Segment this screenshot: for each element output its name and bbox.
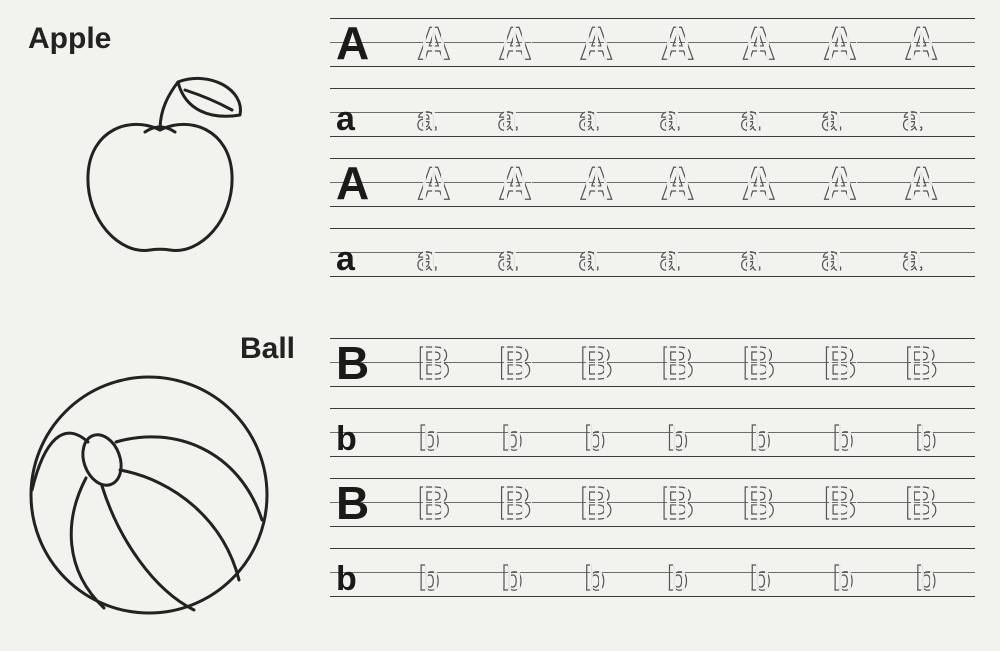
tracing-rows-ball: BBBBBBBBbbbbbbbbBBBBBBBBbbbbbbbb: [330, 332, 975, 612]
trace-letter: A: [905, 160, 938, 206]
trace-letter: a: [660, 102, 679, 136]
model-letter: b: [336, 562, 357, 596]
trace-letter: b: [584, 562, 605, 596]
trace-letter: A: [498, 20, 531, 66]
trace-letter: A: [905, 20, 938, 66]
worksheet-page: Apple AAAAAAAAaaaaaaaaAAAAAAAAaaaaaaaa B…: [0, 0, 1000, 651]
model-letter: B: [336, 480, 369, 526]
trace-letter: B: [905, 480, 938, 526]
tracing-row: AAAAAAAA: [330, 152, 975, 212]
trace-letter: b: [502, 422, 523, 456]
tracing-row: bbbbbbbb: [330, 542, 975, 602]
trace-letter: b: [419, 562, 440, 596]
tracing-rows-apple: AAAAAAAAaaaaaaaaAAAAAAAAaaaaaaaa: [330, 12, 975, 292]
trace-letter: a: [741, 242, 760, 276]
trace-letter: B: [823, 480, 856, 526]
tracing-row: aaaaaaaa: [330, 82, 975, 142]
trace-letter: b: [667, 422, 688, 456]
model-letter: b: [336, 422, 357, 456]
trace-letter: b: [915, 422, 936, 456]
trace-letter: b: [833, 422, 854, 456]
trace-letter: b: [584, 422, 605, 456]
trace-letter: B: [580, 340, 613, 386]
trace-letter: a: [902, 242, 921, 276]
tracing-row: bbbbbbbb: [330, 402, 975, 462]
section-label-apple: Apple: [28, 22, 111, 56]
trace-letter: B: [498, 340, 531, 386]
trace-letter: a: [579, 242, 598, 276]
trace-letter: b: [750, 422, 771, 456]
trace-letter: A: [742, 160, 775, 206]
trace-letter: b: [419, 422, 440, 456]
trace-letter: B: [661, 480, 694, 526]
trace-letter: B: [742, 340, 775, 386]
trace-letter: a: [417, 102, 436, 136]
model-letter: B: [336, 340, 369, 386]
trace-letter: a: [579, 102, 598, 136]
trace-letter: A: [417, 160, 450, 206]
tracing-row: AAAAAAAA: [330, 12, 975, 72]
model-letter: A: [336, 160, 369, 206]
tracing-row: aaaaaaaa: [330, 222, 975, 282]
trace-letter: a: [660, 242, 679, 276]
trace-letter: B: [417, 480, 450, 526]
section-label-ball: Ball: [240, 332, 295, 366]
trace-letter: a: [417, 242, 436, 276]
trace-letter: b: [667, 562, 688, 596]
trace-letter: B: [905, 340, 938, 386]
tracing-row: BBBBBBBB: [330, 332, 975, 392]
trace-letter: b: [833, 562, 854, 596]
trace-letter: B: [742, 480, 775, 526]
apple-icon: [60, 60, 260, 260]
trace-letter: A: [661, 20, 694, 66]
trace-letter: A: [498, 160, 531, 206]
trace-letter: b: [915, 562, 936, 596]
model-letter: A: [336, 20, 369, 66]
trace-letter: A: [661, 160, 694, 206]
trace-letter: A: [823, 20, 856, 66]
trace-letter: a: [822, 102, 841, 136]
model-letter: a: [336, 242, 355, 276]
trace-letter: a: [498, 102, 517, 136]
trace-letter: b: [750, 562, 771, 596]
trace-letter: A: [580, 160, 613, 206]
beachball-icon: [24, 370, 274, 620]
trace-letter: A: [742, 20, 775, 66]
tracing-row: BBBBBBBB: [330, 472, 975, 532]
trace-letter: B: [823, 340, 856, 386]
trace-letter: B: [580, 480, 613, 526]
trace-letter: B: [661, 340, 694, 386]
trace-letter: a: [902, 102, 921, 136]
trace-letter: A: [417, 20, 450, 66]
trace-letter: A: [580, 20, 613, 66]
trace-letter: a: [741, 102, 760, 136]
trace-letter: a: [498, 242, 517, 276]
trace-letter: b: [502, 562, 523, 596]
trace-letter: A: [823, 160, 856, 206]
model-letter: a: [336, 102, 355, 136]
trace-letter: B: [417, 340, 450, 386]
trace-letter: B: [498, 480, 531, 526]
trace-letter: a: [822, 242, 841, 276]
